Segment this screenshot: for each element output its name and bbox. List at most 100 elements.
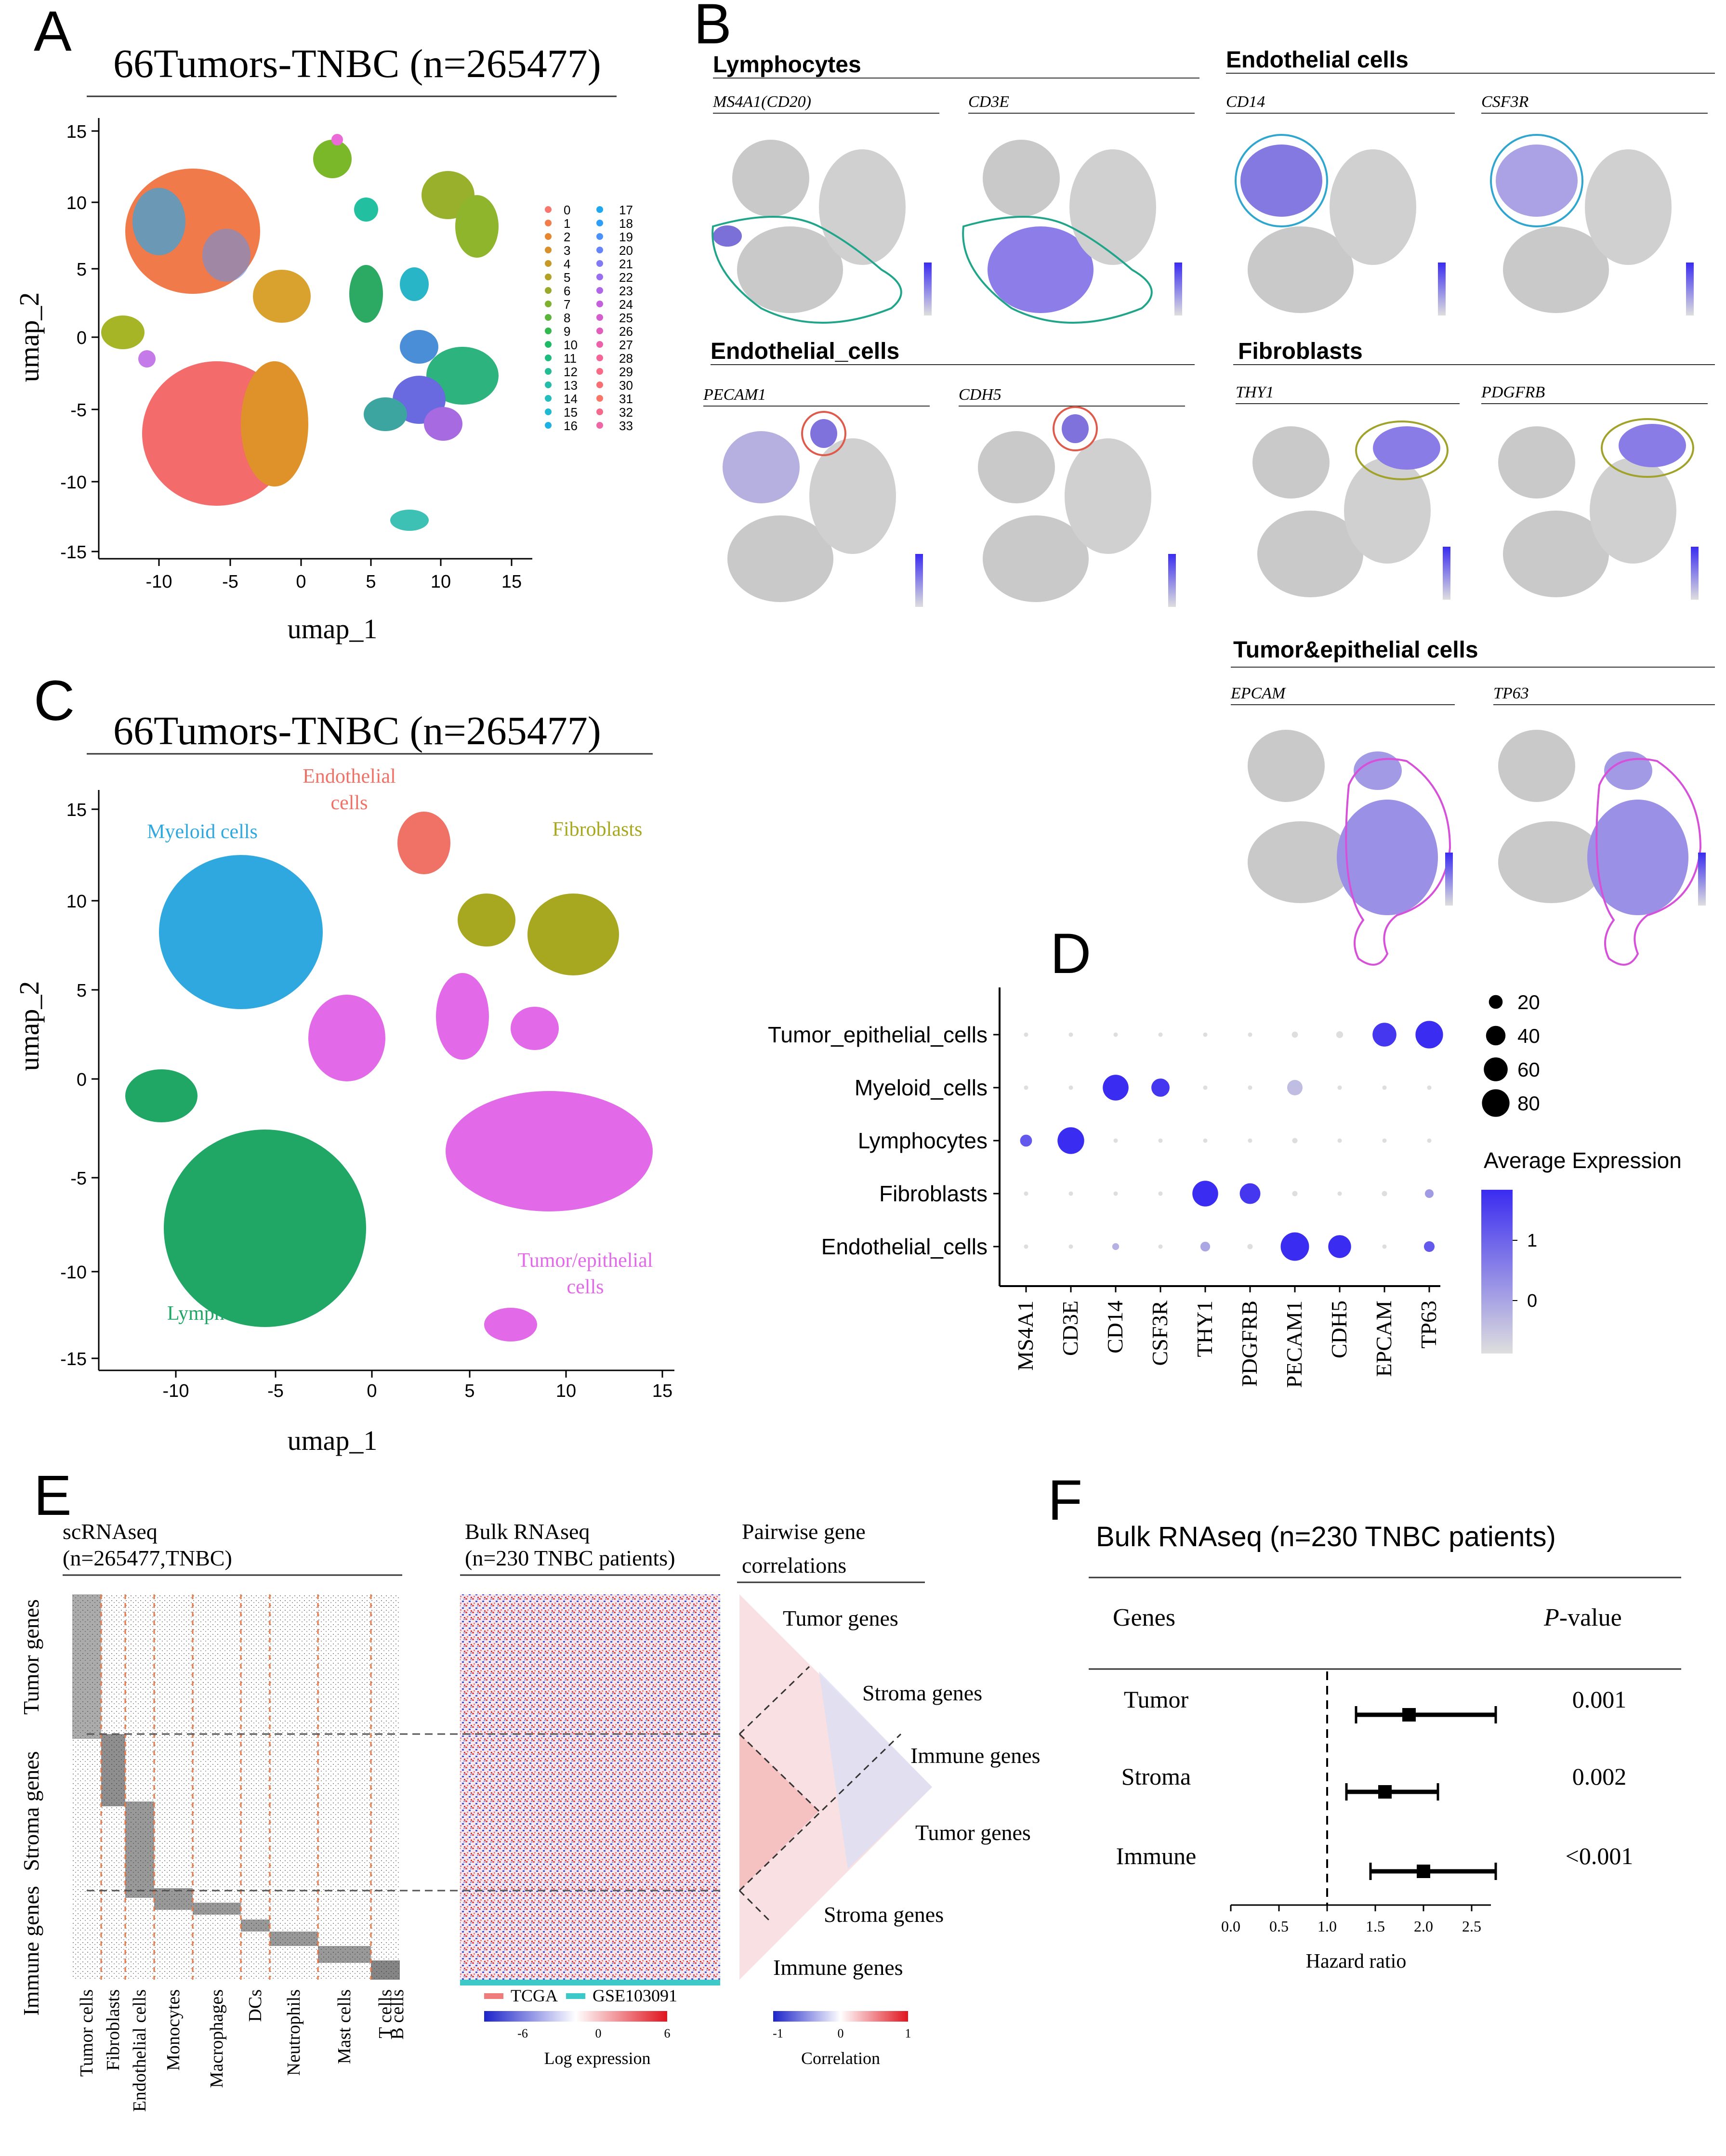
dot-mark xyxy=(1203,1032,1208,1037)
celltype-label: B cells xyxy=(387,1989,408,2039)
tick-label: -5 xyxy=(267,1381,284,1401)
dot-mark xyxy=(1382,1085,1387,1090)
legend-label: 25 xyxy=(619,311,633,325)
dot-mark xyxy=(1247,1244,1253,1249)
forest-point xyxy=(1417,1865,1430,1878)
panel-f-letter: F xyxy=(1048,1469,1082,1532)
cluster-tumor-3 xyxy=(511,1007,559,1050)
legend-label: 27 xyxy=(619,338,633,352)
dot-mark xyxy=(1382,1244,1387,1249)
legend-label: 30 xyxy=(619,378,633,393)
dot-mark xyxy=(1248,1032,1252,1037)
dot-mark xyxy=(1337,1138,1342,1143)
dot-mark xyxy=(1423,1241,1435,1252)
panel-b-letter: B xyxy=(694,0,732,56)
legend-label: 3 xyxy=(564,243,570,258)
dot-mark xyxy=(1203,1138,1208,1143)
tick-label: 15 xyxy=(66,800,87,820)
legend-label: 5 xyxy=(564,270,570,285)
legend-label: 19 xyxy=(619,230,633,244)
section-title-lymphocytes: Lymphocytes xyxy=(713,52,861,78)
legend-label: 22 xyxy=(619,270,633,285)
cluster-endothelial xyxy=(397,812,450,874)
label-endothelial-2: cells xyxy=(331,792,368,814)
forest-pvalue: 0.001 xyxy=(1572,1686,1627,1713)
tri-label: Tumor genes xyxy=(783,1606,898,1630)
dot-row-labels: Tumor_epithelial_cells Myeloid_cells Lymph… xyxy=(768,1022,1000,1259)
tick-label: 5 xyxy=(464,1381,474,1401)
umap-mini-tp63 xyxy=(1498,730,1706,966)
dot-mark xyxy=(1158,1244,1163,1249)
panel-a: A 66Tumors-TNBC (n=265477) 15 10 5 0 -5 … xyxy=(13,0,633,644)
dot-mark xyxy=(1068,1032,1073,1037)
label-myeloid-cells: Myeloid cells xyxy=(147,821,258,843)
dot-mark xyxy=(1103,1075,1129,1101)
tick-label: -15 xyxy=(60,542,87,563)
dot-mark xyxy=(1020,1134,1032,1147)
cluster-tumor-1 xyxy=(308,995,385,1081)
forest-tick-label: 1.5 xyxy=(1366,1918,1385,1935)
legend-label: 15 xyxy=(564,405,578,420)
tri-label: Tumor genes xyxy=(915,1820,1031,1845)
forest-label: Stroma xyxy=(1121,1763,1191,1790)
forest-rows: Tumor 0.001 Stroma 0.002 Immune <0.001 xyxy=(1116,1686,1634,1880)
forest-point xyxy=(1378,1785,1392,1799)
umap-mini-cdh5 xyxy=(978,406,1176,607)
cluster-myeloid xyxy=(159,855,323,1009)
dot-col-label: THY1 xyxy=(1192,1301,1217,1357)
section-title-endothelial-underscore: Endothelial_cells xyxy=(711,339,899,364)
dot-col-label: CD3E xyxy=(1058,1301,1082,1356)
panel-a-title: 66Tumors-TNBC (n=265477) xyxy=(113,41,601,86)
col-header-p-italic: P xyxy=(1543,1604,1559,1631)
dot-mark xyxy=(1280,1232,1309,1261)
celltype-label: T cells xyxy=(375,1989,395,2038)
tick-label: 0 xyxy=(367,1381,377,1401)
forest-xlabel: Hazard ratio xyxy=(1306,1950,1407,1972)
panel-c-letter: C xyxy=(34,669,75,733)
celltype-label: Mast cells xyxy=(334,1989,355,2064)
forest-x-ticks: 0.0 0.5 1.0 1.5 2.0 2.5 xyxy=(1221,1905,1481,1935)
gene-label-epcam: EPCAM xyxy=(1230,684,1286,702)
forest-pvalue: <0.001 xyxy=(1566,1842,1634,1869)
sc-title-1: scRNAseq xyxy=(63,1519,158,1544)
dot-mark xyxy=(1292,1138,1298,1144)
dot-col-label: PDGFRB xyxy=(1237,1301,1262,1387)
log-tick: 6 xyxy=(664,2026,671,2040)
size-legend-dot xyxy=(1482,1089,1510,1117)
dot-mark xyxy=(1337,1085,1342,1090)
celltype-label: Macrophages xyxy=(207,1989,227,2088)
dot-col-label: PECAM1 xyxy=(1282,1301,1306,1388)
forest-pvalue: 0.002 xyxy=(1572,1763,1627,1790)
legend-label: 14 xyxy=(564,392,578,406)
dot-mark xyxy=(1024,1244,1028,1249)
umap-mini-cd3e xyxy=(962,140,1182,324)
dot-col-label: EPCAM xyxy=(1371,1301,1396,1377)
legend-label: 6 xyxy=(564,284,570,298)
dot-mark xyxy=(1248,1138,1252,1143)
umap-mini-cd14 xyxy=(1235,134,1446,316)
cluster-lymphocyte-small xyxy=(125,1069,198,1122)
dot-mark xyxy=(1068,1085,1073,1090)
gene-label-pecam1: PECAM1 xyxy=(703,386,766,404)
col-header-p-rest: -value xyxy=(1559,1604,1622,1631)
forest-point xyxy=(1402,1708,1416,1722)
sc-heatmap xyxy=(72,1594,400,1980)
dot-row-label: Lymphocytes xyxy=(858,1128,988,1153)
panel-d-letter: D xyxy=(1050,922,1091,986)
umap-mini-csf3r xyxy=(1490,134,1694,316)
forest-tick-label: 1.0 xyxy=(1318,1918,1337,1935)
tick-label: -10 xyxy=(163,1381,189,1401)
dot-mark xyxy=(1200,1241,1211,1252)
umap-mini-pdgfrb xyxy=(1498,418,1699,600)
legend-label: 13 xyxy=(564,378,578,393)
tick-label: -10 xyxy=(60,1262,87,1283)
dot-mark xyxy=(1427,1085,1432,1090)
dot-mark xyxy=(1248,1085,1252,1090)
legend-label: 20 xyxy=(619,243,633,258)
section-title-tumor-epithelial: Tumor&epithelial cells xyxy=(1233,637,1478,663)
dot-row-label: Fibroblasts xyxy=(879,1181,988,1206)
dot-mark xyxy=(1024,1032,1028,1037)
legend-label: 7 xyxy=(564,297,570,312)
legend-gse: GSE103091 xyxy=(593,1986,677,2005)
tick-label: 5 xyxy=(77,260,87,280)
